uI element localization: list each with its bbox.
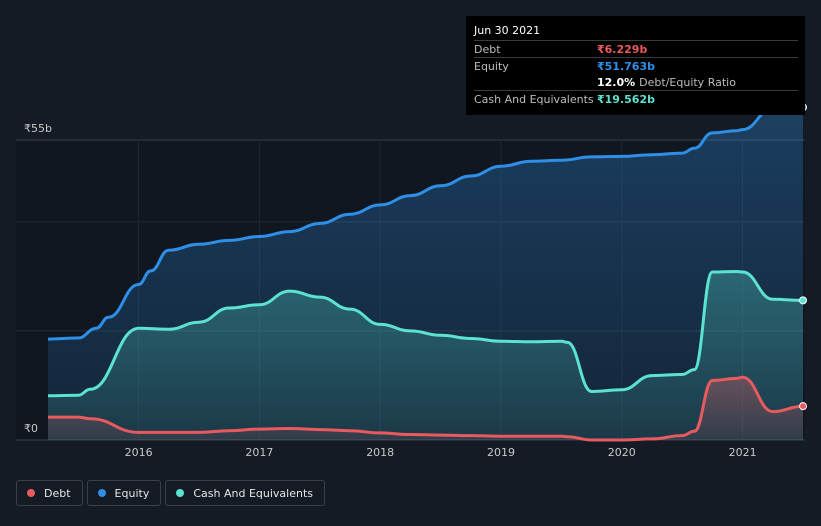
legend-label: Debt <box>44 486 71 500</box>
tooltip: Jun 30 2021 Debt ₹6.229b Equity ₹51.763b… <box>466 16 805 115</box>
y-axis-ticks: ₹0 ₹55b <box>24 122 52 435</box>
legend-label: Cash And Equivalents <box>193 486 313 500</box>
tooltip-label: Debt <box>474 42 501 56</box>
x-axis-ticks: 2016 2017 2018 2019 2020 2021 <box>125 446 757 459</box>
x-tick-label: 2017 <box>245 446 273 459</box>
legend-item-cash[interactable]: Cash And Equivalents <box>165 480 325 506</box>
legend-item-debt[interactable]: Debt <box>16 480 83 506</box>
tooltip-row-equity: Equity ₹51.763b <box>474 57 798 74</box>
tooltip-date: Jun 30 2021 <box>474 24 541 37</box>
cash-area <box>48 271 803 440</box>
cash-line <box>47 270 804 398</box>
x-tick-label: 2021 <box>729 446 757 459</box>
y-tick-label: ₹55b <box>24 122 52 135</box>
x-tick-label: 2016 <box>125 446 153 459</box>
tooltip-value: ₹51.763b <box>597 59 655 73</box>
y-tick-label: ₹0 <box>24 422 38 435</box>
x-tick-label: 2018 <box>366 446 394 459</box>
tooltip-value: ₹6.229b <box>597 42 648 56</box>
debt-line <box>48 375 804 442</box>
equity-line <box>47 105 804 341</box>
x-tick-label: 2020 <box>608 446 636 459</box>
tooltip-row-cash: Cash And Equivalents ₹19.562b <box>474 90 798 107</box>
debt-dot-icon <box>27 489 35 497</box>
debt-endpoint <box>799 402 807 411</box>
x-tick-label: 2019 <box>487 446 515 459</box>
legend-label: Equity <box>114 486 150 500</box>
tooltip-label: Equity <box>474 59 509 73</box>
legend-item-equity[interactable]: Equity <box>86 480 162 506</box>
cash-dot-icon <box>176 489 185 497</box>
tooltip-label: Cash And Equivalents <box>474 92 594 106</box>
legend: Debt Equity Cash And Equivalents <box>16 480 325 506</box>
tooltip-row-debt: Debt ₹6.229b <box>474 40 798 57</box>
series-lines <box>47 105 804 442</box>
series-areas <box>48 107 803 441</box>
tooltip-row-ratio: 12.0% Debt/Equity Ratio <box>474 74 798 90</box>
ratio-label: Debt/Equity Ratio <box>639 75 736 89</box>
debt-area <box>48 377 803 440</box>
cash-endpoint <box>799 296 807 305</box>
tooltip-value: ₹19.562b <box>597 92 655 106</box>
equity-dot-icon <box>97 489 106 497</box>
ratio-value: 12.0% <box>597 75 636 89</box>
